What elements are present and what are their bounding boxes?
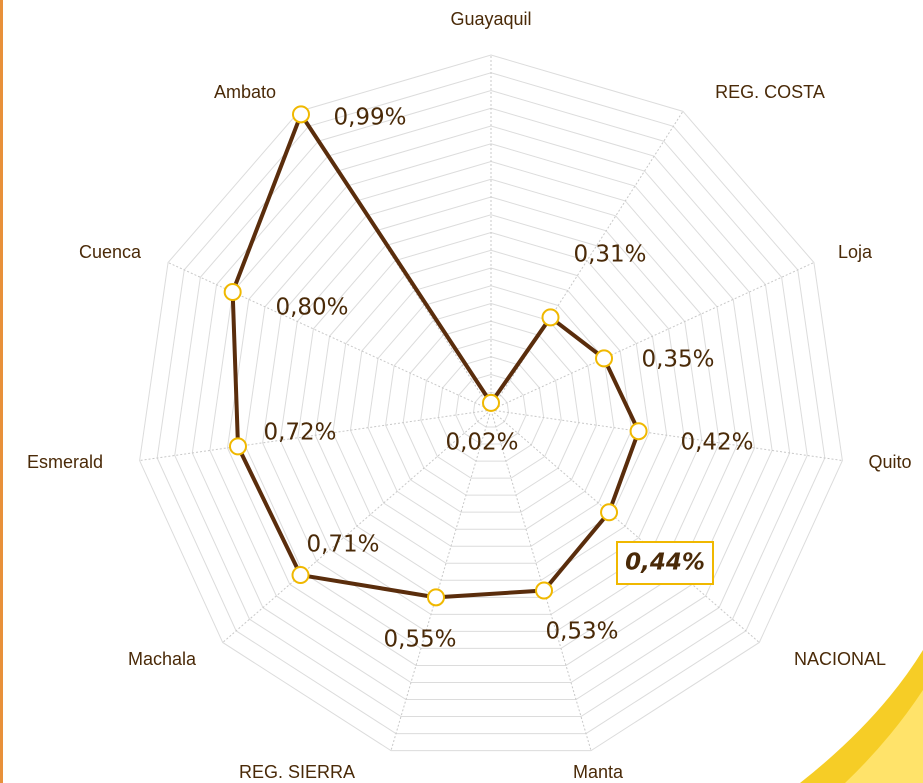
spoke [490,409,843,462]
category-label: REG. COSTA [715,82,825,102]
marker [229,437,248,456]
series-line [230,112,641,600]
grid-ring [297,214,685,598]
value-label: 0,99% [333,105,406,131]
highlight-box [616,541,714,585]
category-label: Guayaquil [450,9,531,29]
marker [600,503,619,522]
grid-ring [244,160,738,649]
grid-ring [402,320,580,496]
left-border [0,0,3,783]
spoke [139,409,492,462]
value-label: 0,53% [545,619,618,645]
category-label: Machala [128,649,197,669]
value-label: 0,80% [275,295,348,321]
grid-ring [139,54,843,752]
category-label: NACIONAL [794,649,886,669]
category-label: Loja [838,242,873,262]
marker [426,588,445,607]
value-label: 0,55% [383,627,456,653]
value-label: 0,44% [625,550,705,576]
category-label: Esmerald [27,452,103,472]
grid-ring [367,285,615,530]
marker [291,105,310,124]
grid-ring [455,373,527,445]
spoke [490,409,760,643]
category-label: REG. SIERRA [239,762,355,782]
grid-ring [226,143,756,666]
grid-ring [156,72,826,735]
grid-ring [262,178,720,632]
category-label: Quito [868,452,911,472]
grid-ring [174,89,808,718]
category-label: Cuenca [79,242,142,262]
spoke [490,111,684,411]
grid-ring [385,302,597,513]
value-label: 0,35% [641,347,714,373]
marker [629,422,648,441]
spoke [167,262,492,411]
spoke [490,262,815,411]
grid-ring [209,125,773,683]
value-label: 0,42% [680,430,753,456]
spoke [390,409,492,751]
value-label: 0,02% [445,430,518,456]
marker [482,393,500,412]
grid-ring [349,267,633,547]
grid-ring [472,391,510,428]
spoke [222,409,492,643]
grid-ring [332,249,650,564]
category-label: Manta [573,762,624,782]
grid-ring [314,231,668,581]
grid-ring [437,356,545,462]
marker [595,349,614,368]
category-label: Ambato [214,82,276,102]
decoration [845,690,923,783]
marker [291,566,310,585]
grid-ring [191,107,791,701]
spoke [490,409,592,751]
value-label: 0,71% [306,532,379,558]
marker [541,308,560,327]
value-label: 0,31% [573,242,646,268]
marker [535,581,554,600]
marker [223,283,242,302]
grid-ring [279,196,703,615]
grid-ring [420,338,562,479]
value-label: 0,72% [263,420,336,446]
